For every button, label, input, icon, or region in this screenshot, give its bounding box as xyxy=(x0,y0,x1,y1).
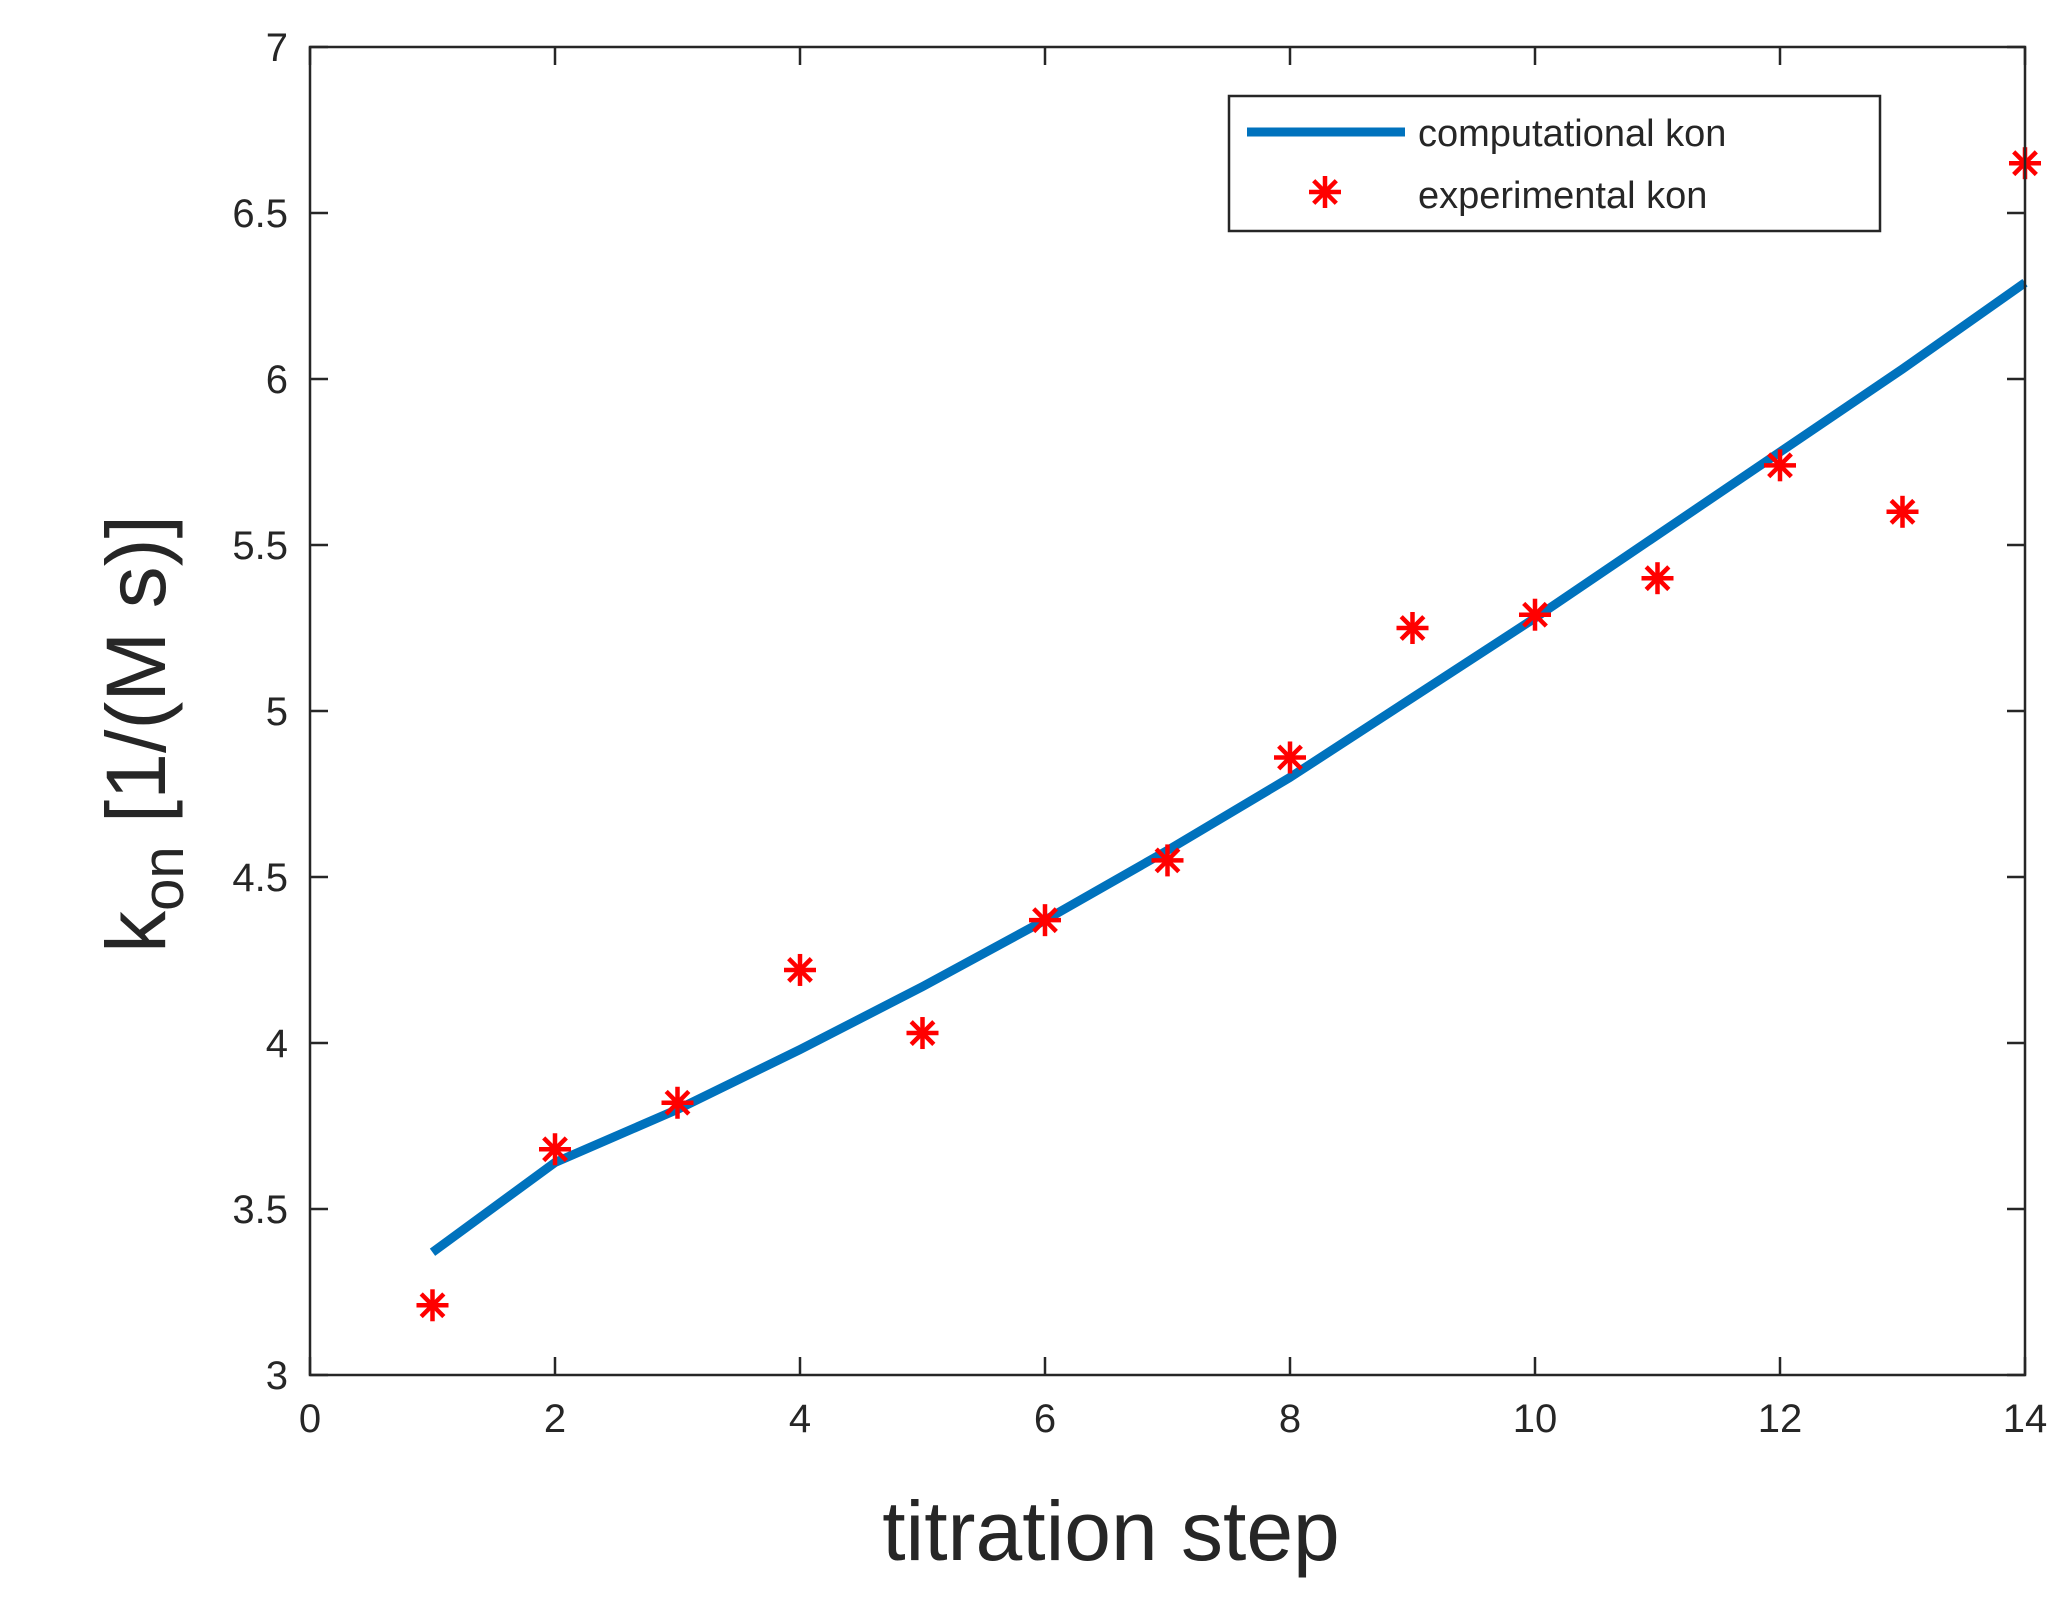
experimental-kon-point xyxy=(1519,598,1551,631)
x-axis-label: titration step xyxy=(882,1484,1340,1578)
legend: computational kon experimental kon xyxy=(1227,94,1882,233)
marker-stroke xyxy=(787,957,813,983)
x-tick-label: 14 xyxy=(2003,1397,2048,1441)
marker-stroke xyxy=(909,1020,936,1046)
y-axis-label-subscript: on xyxy=(131,846,196,911)
y-tick-label: 5.5 xyxy=(232,524,288,568)
legend-box xyxy=(1227,94,1882,233)
legend-entry-experimental: experimental kon xyxy=(1418,175,1707,217)
experimental-kon-point xyxy=(539,1133,571,1166)
experimental-kon-point xyxy=(661,1086,694,1119)
y-tick-label: 6.5 xyxy=(232,192,288,236)
experimental-kon-point xyxy=(1274,741,1306,774)
y-tick-label: 5 xyxy=(266,690,288,734)
experimental-kon-point xyxy=(1029,904,1061,937)
marker-stroke xyxy=(1889,498,1916,525)
y-tick-label: 4.5 xyxy=(232,856,288,900)
legend-asterisk xyxy=(1309,176,1341,208)
marker-stroke xyxy=(1312,179,1338,205)
y-tick-label: 6 xyxy=(266,358,288,402)
marker-stroke xyxy=(1032,907,1058,934)
marker-stroke xyxy=(1644,565,1671,592)
experimental-kon-point xyxy=(784,953,816,986)
experimental-kon-point xyxy=(906,1017,939,1050)
marker-stroke xyxy=(542,1136,568,1163)
marker-stroke xyxy=(1277,744,1303,771)
x-tick-label: 2 xyxy=(544,1397,566,1441)
marker-stroke xyxy=(1399,615,1426,641)
y-tick-label: 3.5 xyxy=(232,1188,288,1232)
experimental-kon-point xyxy=(1764,449,1796,482)
y-axis-label-unit: [1/(M s)] xyxy=(89,515,183,846)
x-tick-label: 10 xyxy=(1513,1397,1558,1441)
y-tick-label: 3 xyxy=(266,1354,288,1398)
marker-stroke xyxy=(1767,452,1793,479)
x-tick-label: 0 xyxy=(299,1397,321,1441)
experimental-kon-point xyxy=(416,1289,449,1322)
legend-asterisk-swatch xyxy=(1309,176,1341,208)
experimental-kon-point xyxy=(1641,562,1674,595)
marker-stroke xyxy=(1154,847,1181,874)
x-tick-label: 8 xyxy=(1279,1397,1301,1441)
x-tick-label: 6 xyxy=(1034,1397,1056,1441)
marker-stroke xyxy=(419,1292,446,1319)
axes-box xyxy=(308,45,2027,1377)
x-tick-label: 4 xyxy=(789,1397,811,1441)
experimental-kon-point xyxy=(1886,495,1919,528)
y-tick-label: 4 xyxy=(266,1022,288,1066)
y-tick-label: 7 xyxy=(266,26,288,70)
experimental-kon-point xyxy=(1396,612,1429,644)
series-layer xyxy=(416,147,2041,1322)
marker-stroke xyxy=(1522,601,1548,628)
x-tick-label: 12 xyxy=(1758,1397,1803,1441)
axis-ticks: 0 2 4 6 8 10 12 14 3 3.5 4 4.5 5 5.5 6 6.5 7 xyxy=(232,26,2047,1441)
legend-entry-computational: computational kon xyxy=(1418,113,1726,155)
y-axis-label-main: k xyxy=(89,910,183,953)
computational-kon-line xyxy=(429,279,2028,1256)
y-axis-label: kon [1/(M s)] xyxy=(89,515,196,953)
marker-stroke xyxy=(664,1089,691,1116)
experimental-kon-point xyxy=(1151,844,1184,877)
